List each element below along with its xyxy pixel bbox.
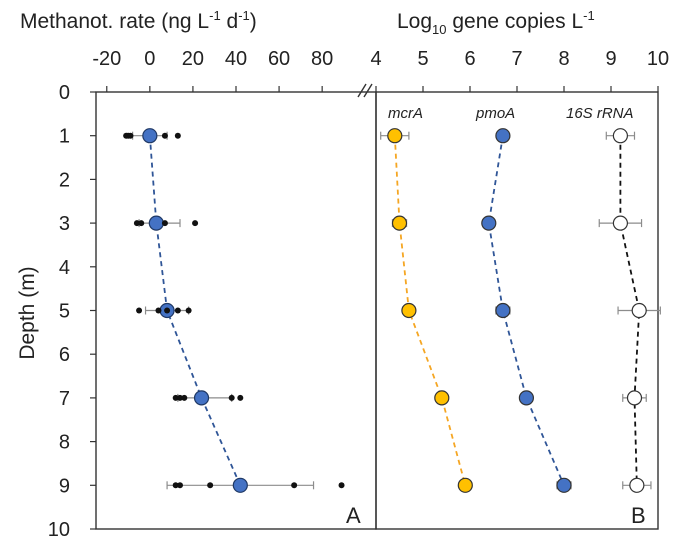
panel-b-point: [629, 477, 645, 493]
panel-a-replicate-point: [185, 307, 192, 314]
panel-a-replicate-point: [133, 220, 140, 227]
panel-b-point: [556, 477, 572, 493]
panel-a-x-tick-label: 80: [311, 48, 333, 70]
panel-b-trend-line: [487, 135, 565, 486]
y-tick-label: 10: [48, 519, 70, 541]
panel-a-replicate-point: [138, 220, 145, 227]
panel-b-point: [481, 215, 497, 231]
panel-a-replicate-point: [291, 482, 298, 489]
panel-a-replicate-point: [237, 394, 244, 401]
panel-a-replicate-point: [155, 307, 162, 314]
panel-a-replicate-point: [174, 307, 181, 314]
panel-a-mean-point: [142, 128, 158, 144]
panel-b-data: [380, 128, 661, 493]
y-tick-label: 3: [59, 213, 70, 235]
y-tick-label: 2: [59, 169, 70, 191]
panel-a-x-axis-title: Methanot. rate (ng L-1 d-1): [20, 8, 257, 33]
panel-a-x-tick-label: 0: [144, 48, 155, 70]
y-tick-label: 4: [59, 257, 70, 279]
series-label-mcra: mcrA: [388, 105, 423, 122]
panel-b-trend-line: [619, 135, 641, 486]
panel-b-point: [612, 215, 629, 231]
y-tick-label: 8: [59, 432, 70, 454]
panel-a-replicate-point: [136, 307, 143, 314]
panel-a-replicate-point: [161, 132, 168, 139]
y-axis-title: Depth (m): [16, 266, 39, 359]
y-tick-label: 7: [59, 388, 70, 410]
panel-b-point: [387, 128, 403, 144]
panel-b-x-tick-label: 7: [511, 48, 522, 70]
panel-b-frame: [375, 91, 659, 530]
panel-b-point: [391, 215, 408, 231]
series-label-pmoa: pmoA: [475, 105, 515, 122]
series-label-16s: 16S rRNA: [566, 105, 634, 122]
panel-b-x-tick-label: 10: [647, 48, 669, 70]
panel-b-point: [457, 477, 473, 493]
panel-a-mean-point: [148, 215, 164, 231]
panel-a-x-tick-label: 60: [268, 48, 290, 70]
panel-a-letter: A: [346, 503, 361, 528]
panel-a-replicate-point: [181, 394, 188, 401]
panel-a-mean-point: [232, 477, 248, 493]
panel-a-replicate-point: [161, 220, 168, 227]
panel-b-x-tick-label: 9: [605, 48, 616, 70]
panel-a-replicate-point: [207, 482, 214, 489]
y-tick-label: 9: [59, 475, 70, 497]
panel-a-x-tick-label: 20: [182, 48, 204, 70]
ticks-layer: 0 1 2 3 4 5 6 7 8 9 10 -20 0 20 40 60 80 4 5 6 7 8 9 10: [48, 48, 669, 541]
panel-b-letter: B: [631, 503, 646, 528]
panel-b-point: [612, 128, 629, 144]
panel-b-point: [434, 390, 450, 406]
panel-b-point: [401, 302, 417, 319]
panel-b-point: [631, 302, 647, 319]
panel-a-replicate-point: [164, 307, 171, 314]
panel-b-x-tick-label: 6: [464, 48, 475, 70]
panel-a-replicate-point: [172, 394, 179, 401]
panel-a-replicate-point: [177, 394, 183, 401]
panel-b-point: [626, 390, 643, 406]
panel-b-point: [495, 302, 511, 319]
panel-a-x-tick-label: -20: [92, 48, 121, 70]
panel-a-mean-point: [193, 390, 210, 406]
y-tick-label: 6: [59, 344, 70, 366]
panel-b-point: [518, 390, 535, 406]
y-tick-label: 1: [59, 126, 70, 148]
axis-break-mark: [357, 83, 373, 98]
panel-b-x-tick-label: 4: [370, 48, 381, 70]
y-tick-label: 0: [59, 82, 70, 104]
panel-a-replicate-point: [174, 132, 181, 139]
panel-b-x-tick-label: 5: [417, 48, 428, 70]
panel-a-replicate-point: [177, 482, 183, 489]
panel-a-data: [123, 128, 345, 493]
y-tick-label: 5: [59, 301, 70, 323]
panel-a-replicate-point: [192, 220, 199, 227]
panel-b-x-tick-label: 8: [558, 48, 569, 70]
panel-a-x-tick-label: 40: [225, 48, 247, 70]
panel-b-x-axis-title: Log10 gene copies L-1: [397, 8, 595, 37]
panel-a-replicate-point: [172, 482, 179, 489]
panel-a-replicate-point: [338, 482, 345, 489]
panel-b-point: [495, 128, 511, 144]
panel-a-replicate-point: [228, 394, 235, 401]
panel-a-replicate-point: [127, 132, 134, 139]
